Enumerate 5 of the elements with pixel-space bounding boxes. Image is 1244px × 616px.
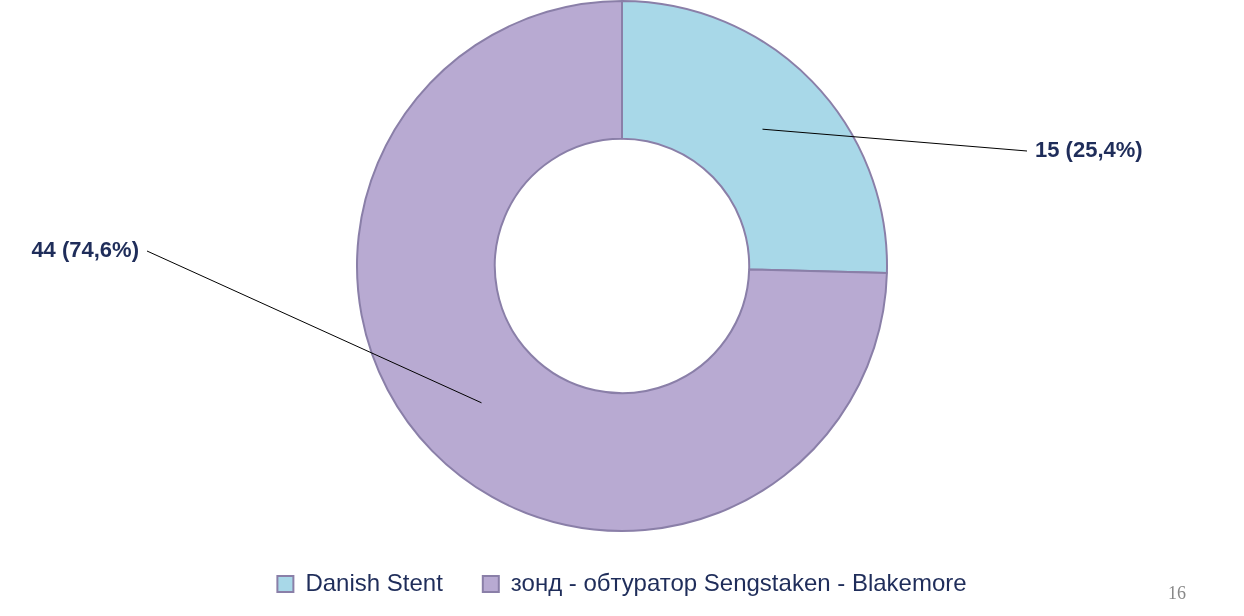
data-label: 44 (74,6%) (31, 237, 139, 263)
data-label: 15 (25,4%) (1035, 137, 1143, 163)
text: 16 (1168, 583, 1186, 604)
legend-label: зонд - обтуратор Sengstaken - Blakemore (510, 568, 967, 596)
legend-label: Danish Stent (305, 568, 444, 596)
